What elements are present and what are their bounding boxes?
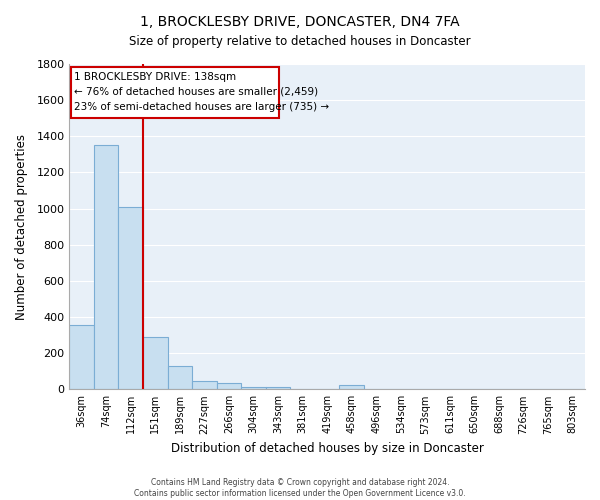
Text: ← 76% of detached houses are smaller (2,459): ← 76% of detached houses are smaller (2,… [74,87,319,97]
Bar [167,366,192,390]
Bar [118,207,143,390]
Bar [340,385,364,390]
FancyBboxPatch shape [71,66,279,118]
Bar [217,383,241,390]
Text: Size of property relative to detached houses in Doncaster: Size of property relative to detached ho… [129,35,471,48]
Bar [143,337,167,390]
Bar [94,146,118,390]
Bar [192,381,217,390]
Text: 23% of semi-detached houses are larger (735) →: 23% of semi-detached houses are larger (… [74,102,329,112]
Bar [70,325,94,390]
X-axis label: Distribution of detached houses by size in Doncaster: Distribution of detached houses by size … [171,442,484,455]
Text: Contains HM Land Registry data © Crown copyright and database right 2024.
Contai: Contains HM Land Registry data © Crown c… [134,478,466,498]
Bar [241,386,266,390]
Text: 1, BROCKLESBY DRIVE, DONCASTER, DN4 7FA: 1, BROCKLESBY DRIVE, DONCASTER, DN4 7FA [140,15,460,29]
Bar [266,386,290,390]
Y-axis label: Number of detached properties: Number of detached properties [15,134,28,320]
Text: 1 BROCKLESBY DRIVE: 138sqm: 1 BROCKLESBY DRIVE: 138sqm [74,72,236,82]
